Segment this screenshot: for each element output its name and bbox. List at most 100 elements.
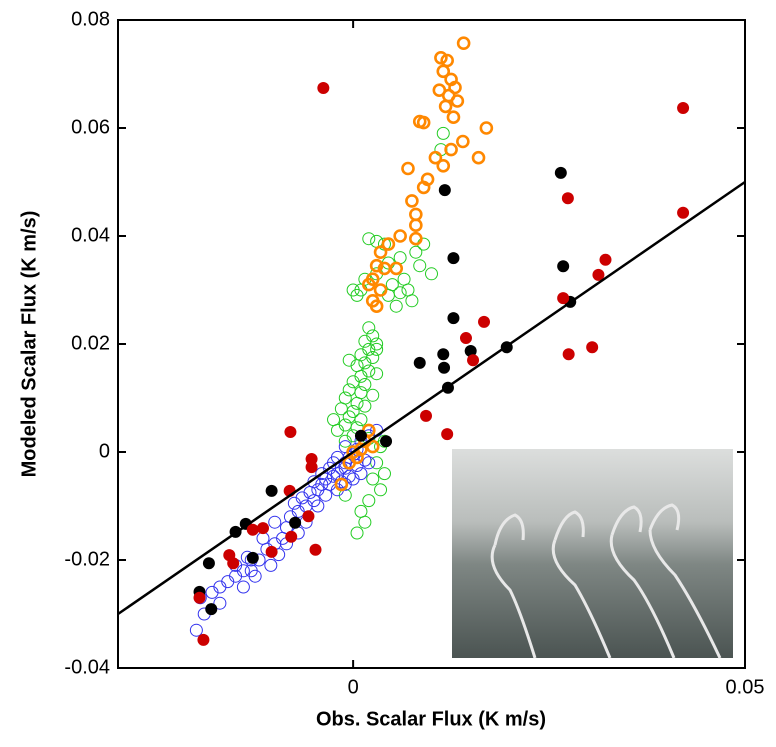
point	[202, 557, 215, 570]
point	[438, 99, 453, 114]
point	[401, 283, 415, 297]
point	[393, 229, 407, 243]
point	[362, 232, 376, 246]
point	[370, 342, 384, 356]
point	[409, 207, 423, 222]
point	[478, 315, 491, 328]
point	[229, 569, 243, 583]
y-tick-label: 0	[99, 440, 110, 462]
point	[317, 82, 330, 95]
point	[459, 332, 472, 345]
point	[389, 261, 404, 276]
point	[358, 378, 372, 391]
point	[354, 413, 368, 427]
point	[256, 531, 270, 545]
point	[447, 252, 460, 265]
point	[471, 150, 486, 165]
point	[409, 218, 423, 232]
y-tick-label: 0.02	[71, 332, 110, 354]
point	[311, 499, 325, 513]
point	[366, 472, 380, 486]
point	[374, 483, 388, 497]
point	[319, 488, 333, 502]
point	[213, 580, 227, 594]
point	[327, 413, 341, 427]
point	[354, 504, 368, 518]
point	[436, 64, 451, 79]
point	[246, 523, 259, 536]
point	[264, 558, 278, 572]
point	[302, 510, 315, 523]
point	[425, 267, 438, 281]
point	[385, 278, 399, 292]
x-tick-label: 0	[348, 676, 359, 698]
point	[362, 321, 376, 335]
point	[447, 312, 460, 325]
point	[561, 192, 574, 205]
point	[397, 272, 411, 286]
point	[236, 580, 250, 594]
point	[346, 445, 360, 459]
point	[373, 283, 388, 297]
point	[428, 150, 443, 165]
point	[346, 283, 360, 297]
point	[381, 237, 396, 251]
point	[362, 456, 376, 470]
point	[354, 429, 367, 442]
point	[677, 206, 690, 219]
point	[405, 294, 419, 308]
point	[409, 245, 423, 259]
point	[434, 50, 448, 65]
point	[420, 409, 433, 422]
point	[305, 461, 318, 474]
point	[599, 253, 612, 266]
point	[366, 388, 380, 402]
point	[285, 530, 298, 543]
point	[677, 102, 690, 115]
point	[438, 184, 451, 197]
point	[409, 231, 423, 246]
x-axis-title: Obs. Scalar Flux (K m/s)	[316, 708, 546, 730]
point	[213, 596, 227, 610]
point	[248, 569, 262, 583]
y-tick-label: 0.04	[71, 224, 110, 246]
point	[361, 277, 376, 292]
point	[416, 180, 431, 195]
point	[358, 399, 372, 413]
point	[362, 494, 376, 508]
point	[444, 142, 458, 157]
point	[268, 515, 282, 529]
point	[456, 134, 470, 149]
point	[265, 484, 278, 497]
y-tick-label: -0.02	[64, 548, 110, 570]
point	[330, 423, 344, 437]
point	[592, 268, 605, 281]
point	[227, 557, 240, 570]
point	[309, 543, 322, 556]
fit-line	[117, 180, 746, 616]
point	[369, 299, 384, 314]
point	[557, 292, 570, 305]
point	[464, 345, 477, 358]
point	[441, 428, 454, 441]
point	[456, 36, 471, 51]
point	[554, 166, 567, 179]
point	[405, 194, 419, 208]
point	[562, 348, 575, 361]
y-tick-label: 0.06	[71, 116, 110, 138]
point	[334, 477, 349, 492]
point	[377, 467, 391, 481]
point	[436, 159, 451, 173]
point	[413, 259, 427, 273]
point	[346, 472, 360, 486]
point	[205, 585, 219, 599]
point	[557, 260, 570, 273]
point	[246, 551, 259, 564]
point	[586, 341, 599, 354]
point	[393, 286, 407, 300]
point	[370, 367, 384, 381]
point	[369, 258, 384, 273]
y-tick-label: -0.04	[64, 656, 110, 678]
point	[436, 126, 450, 140]
